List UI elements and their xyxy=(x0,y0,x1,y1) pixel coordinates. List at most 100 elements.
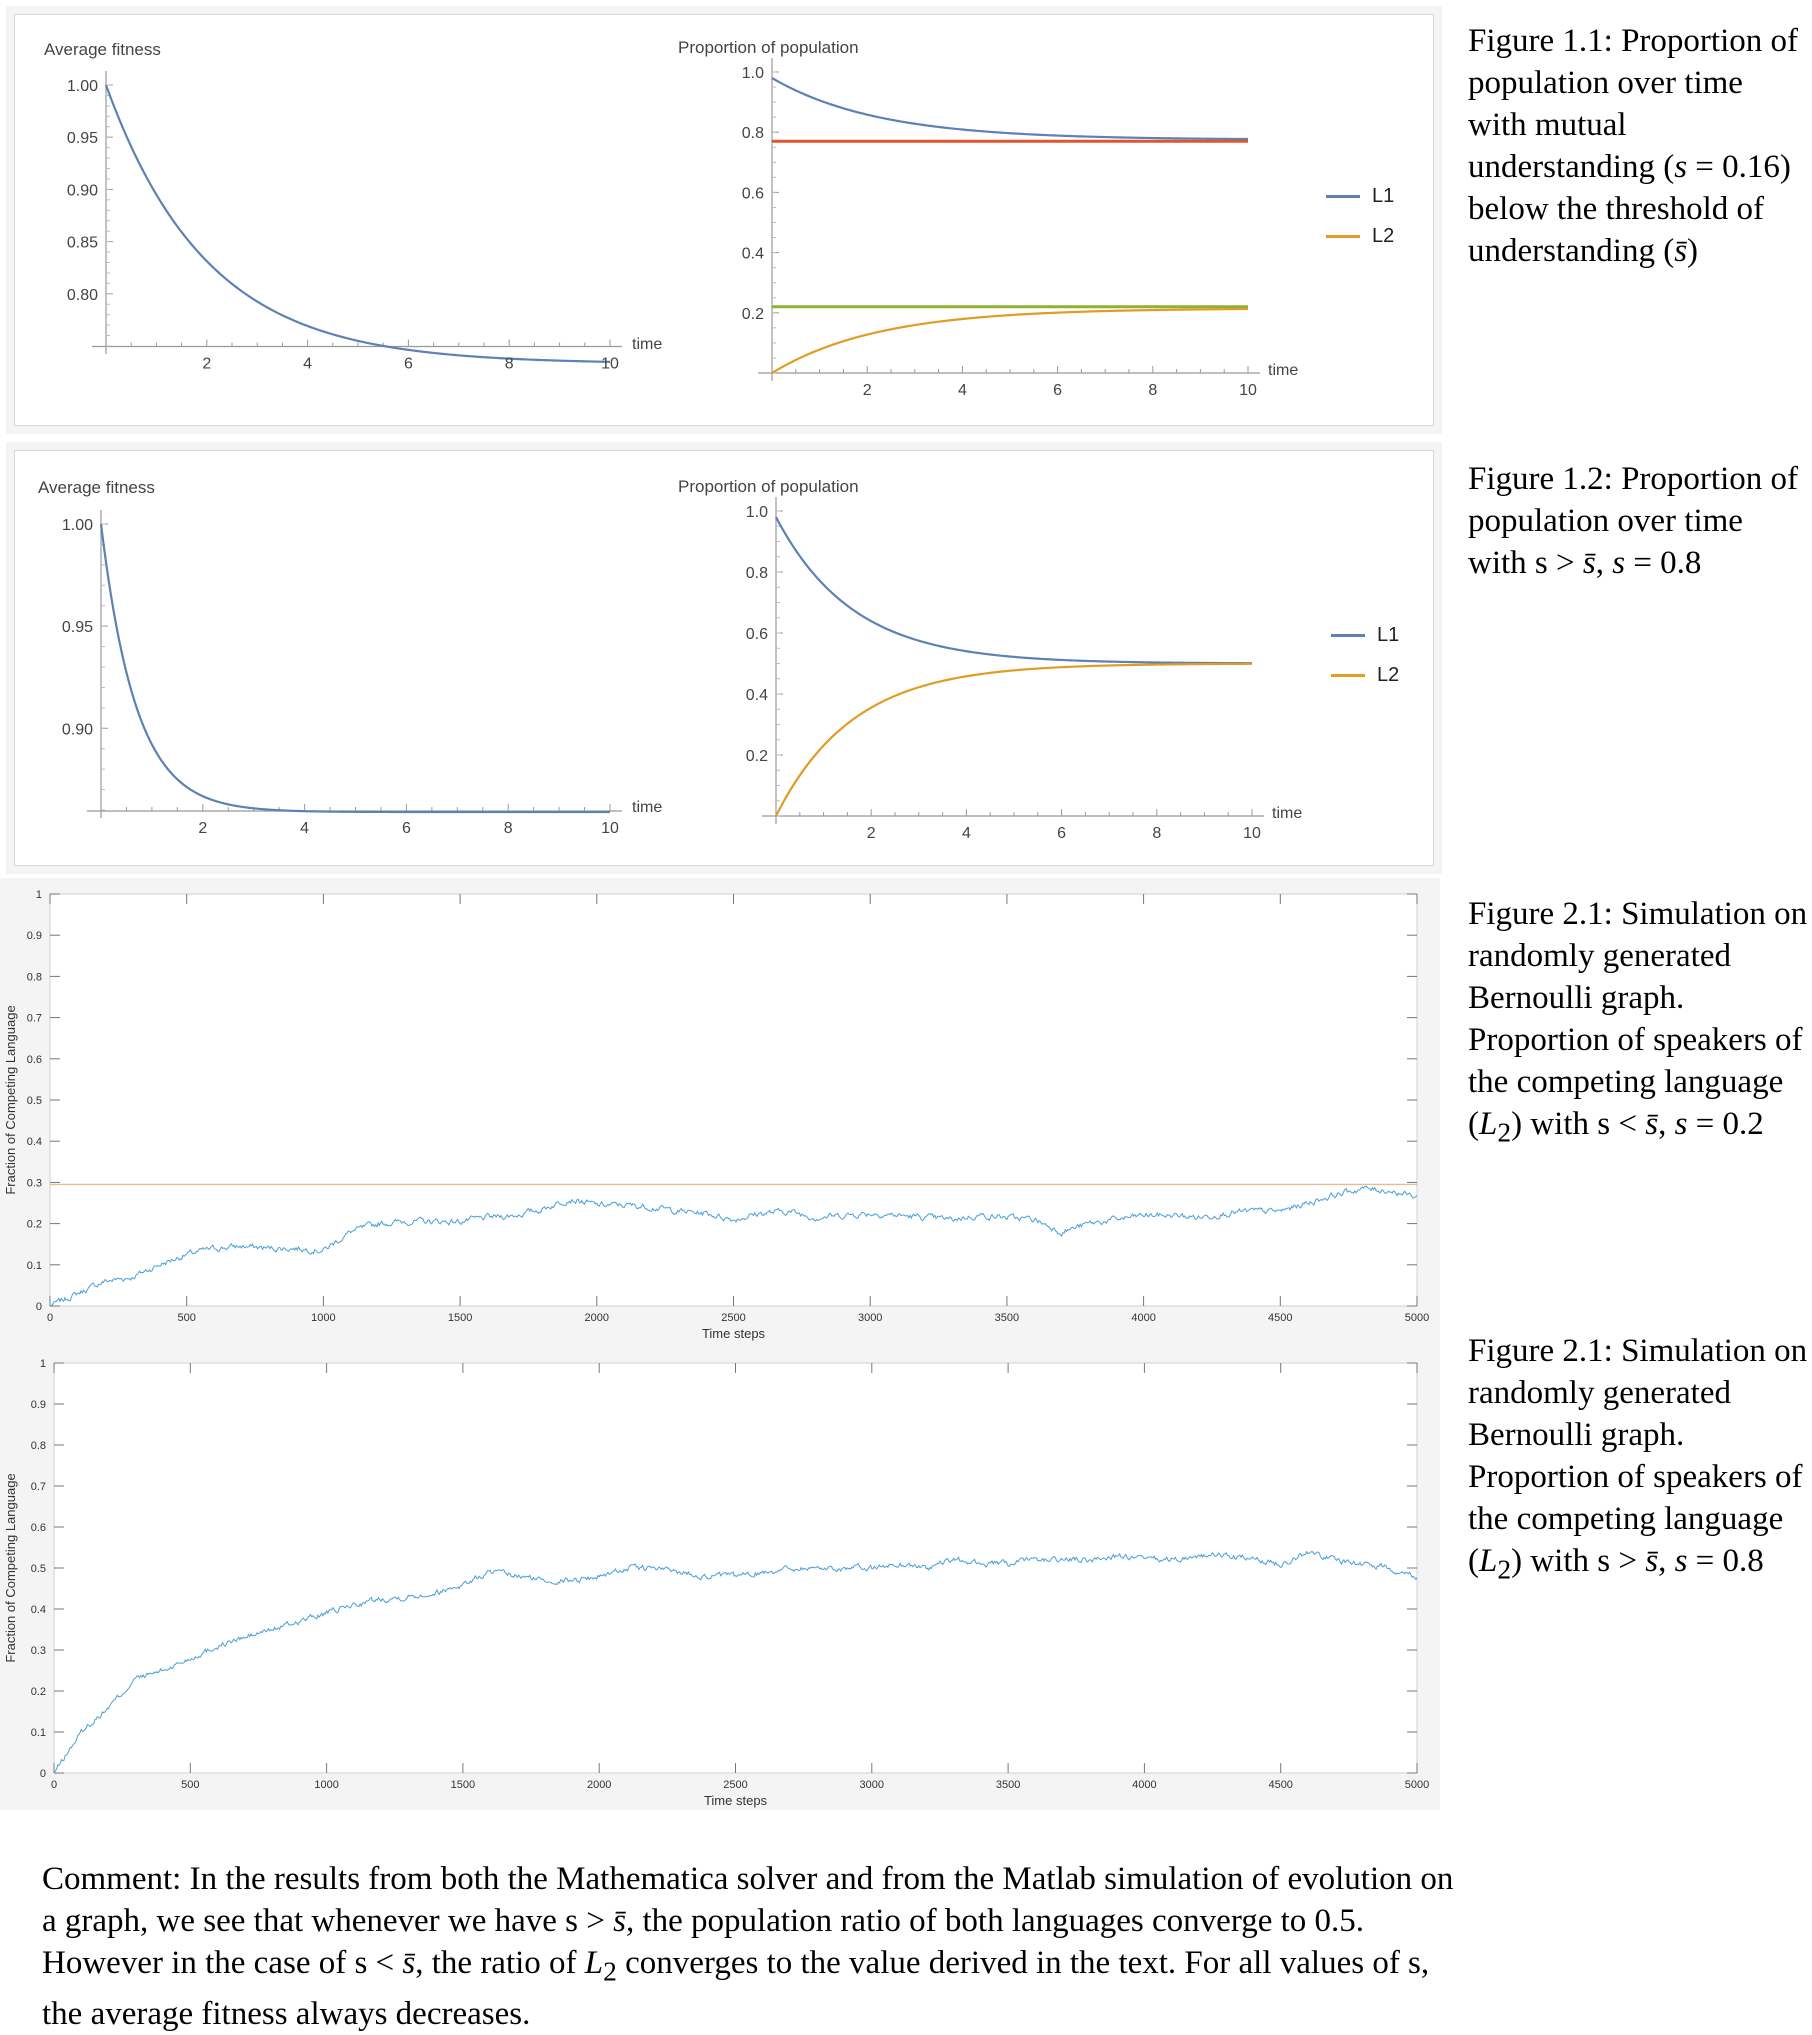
y-tick-label: 0.4 xyxy=(746,687,768,704)
x-tick-label: 2000 xyxy=(585,1312,609,1324)
y-tick-label: 0.1 xyxy=(31,1727,46,1739)
legend-label-l2: L2 xyxy=(1372,224,1395,247)
comment-math: s̄ xyxy=(402,1945,416,1981)
x-tick-label: 6 xyxy=(404,356,413,373)
comment-text: Comment: In the results from both the Ma… xyxy=(42,1861,1454,1939)
figure-1-1-panel xyxy=(6,6,1442,434)
legend-swatch-l1 xyxy=(1331,633,1365,637)
x-tick-label: 1500 xyxy=(448,1312,472,1324)
y-tick-label: 0.95 xyxy=(67,130,98,147)
x-tick-label: 2 xyxy=(867,825,876,842)
y-tick-label: 0.85 xyxy=(67,235,98,252)
comment-math: L xyxy=(584,1945,604,1981)
legend-label-l1: L1 xyxy=(1372,184,1395,207)
y-axis-label: Fraction of Competing Language xyxy=(3,1473,18,1662)
series-line-blue xyxy=(99,523,610,814)
legend-swatch-l2 xyxy=(1326,234,1360,238)
caption-figure-1-2: Figure 1.2: Proportion of population ove… xyxy=(1468,458,1808,584)
x-tick-label: 3000 xyxy=(858,1312,882,1324)
y-tick-label: 0.6 xyxy=(742,185,764,202)
x-tick-label: 500 xyxy=(181,1779,199,1791)
x-tick-label: 500 xyxy=(178,1312,196,1324)
x-tick-label: 2500 xyxy=(721,1312,745,1324)
y-tick-label: 1 xyxy=(40,1358,46,1370)
x-axis-label: time xyxy=(1268,362,1298,379)
legend-item-l1: L1 xyxy=(1326,176,1394,216)
y-tick-label: 0.8 xyxy=(746,565,768,582)
caption-text: = 0.16) below the threshold of understan… xyxy=(1468,149,1791,269)
x-tick-label: 4000 xyxy=(1132,1779,1156,1791)
x-tick-label: 10 xyxy=(1243,825,1261,842)
legend-swatch-l1 xyxy=(1326,194,1360,198)
y-tick-label: 0.8 xyxy=(27,971,42,983)
caption-text: Figure 1.2: Proportion of population ove… xyxy=(1468,461,1798,581)
caption-text: Figure 2.1: Simulation on randomly gener… xyxy=(1468,896,1808,1142)
caption-math: s̄ xyxy=(1645,1543,1659,1579)
fig11-fitness-group xyxy=(92,71,622,363)
x-tick-label: 6 xyxy=(1057,825,1066,842)
simulation-line xyxy=(49,1185,1418,1307)
y-tick-label: 0.9 xyxy=(31,1399,46,1411)
fig12-legend: L1 L2 xyxy=(1331,615,1399,695)
x-tick-label: 4 xyxy=(958,382,967,399)
legend-label-l1: L1 xyxy=(1377,623,1400,646)
fig11-proportion-group xyxy=(758,58,1260,381)
figure-1-2-panel xyxy=(6,442,1442,874)
y-tick-label: 1.00 xyxy=(67,78,98,95)
x-tick-label: 10 xyxy=(601,356,619,373)
caption-math: s xyxy=(1674,1106,1688,1142)
caption-math: L xyxy=(1479,1543,1498,1579)
y-tick-label: 0.7 xyxy=(27,1013,42,1025)
y-tick-label: 1.0 xyxy=(742,65,764,82)
legend-item-l2: L2 xyxy=(1331,655,1399,695)
comment-math: s̄ xyxy=(613,1903,626,1939)
y-tick-label: 0 xyxy=(36,1301,42,1313)
comment-text: , the ratio of xyxy=(415,1945,585,1981)
plot-area xyxy=(53,1362,1418,1774)
legend-item-l2: L2 xyxy=(1326,216,1394,256)
caption-figure-1-1: Figure 1.1: Proportion of population ove… xyxy=(1468,20,1808,272)
y-tick-label: 0.4 xyxy=(31,1604,46,1616)
x-tick-label: 1000 xyxy=(311,1312,335,1324)
y-tick-label: 0.90 xyxy=(62,721,93,738)
x-tick-label: 5000 xyxy=(1405,1312,1429,1324)
x-tick-label: 3500 xyxy=(995,1312,1019,1324)
series-line-l2 xyxy=(775,662,1253,817)
comment-text: converges to the value derived in the te… xyxy=(42,1945,1430,2032)
x-tick-label: 8 xyxy=(1152,825,1161,842)
caption-text: = 0.8 xyxy=(1625,545,1702,581)
x-tick-label: 2 xyxy=(198,820,207,837)
y-tick-label: 0 xyxy=(40,1768,46,1780)
y-tick-label: 0.80 xyxy=(67,287,98,304)
caption-subscript: 2 xyxy=(1497,1553,1512,1585)
comment-paragraph: Comment: In the results from both the Ma… xyxy=(42,1858,1472,2035)
x-tick-label: 4000 xyxy=(1131,1312,1155,1324)
x-axis-label: time xyxy=(632,799,662,816)
fig21a-simulation-group xyxy=(49,893,1418,1307)
caption-math: s xyxy=(1674,149,1688,185)
fig12-fitness-group xyxy=(87,510,622,818)
y-tick-label: 1 xyxy=(36,889,42,901)
series-line-l2 xyxy=(771,307,1249,374)
y-tick-label: 0.4 xyxy=(27,1136,42,1148)
x-tick-label: 2 xyxy=(863,382,872,399)
comment-subscript: 2 xyxy=(603,1955,617,1987)
chart-title: Proportion of population xyxy=(678,477,859,496)
legend-item-l1: L1 xyxy=(1331,615,1399,655)
x-tick-label: 6 xyxy=(1053,382,1062,399)
y-tick-label: 0.6 xyxy=(27,1054,42,1066)
caption-figure-2-1a: Figure 2.1: Simulation on randomly gener… xyxy=(1468,893,1808,1154)
y-tick-label: 0.6 xyxy=(31,1522,46,1534)
chart-title: Average fitness xyxy=(44,40,161,59)
x-tick-label: 3000 xyxy=(860,1779,884,1791)
y-axis-label: Fraction of Competing Language xyxy=(3,1005,18,1194)
fig12-proportion-group xyxy=(762,497,1264,824)
x-tick-label: 2 xyxy=(202,356,211,373)
caption-math: s xyxy=(1612,545,1626,581)
y-tick-label: 0.9 xyxy=(27,930,42,942)
plot-area xyxy=(49,893,1418,1307)
x-tick-label: 4 xyxy=(962,825,971,842)
y-tick-label: 0.2 xyxy=(31,1686,46,1698)
x-tick-label: 0 xyxy=(51,1779,57,1791)
